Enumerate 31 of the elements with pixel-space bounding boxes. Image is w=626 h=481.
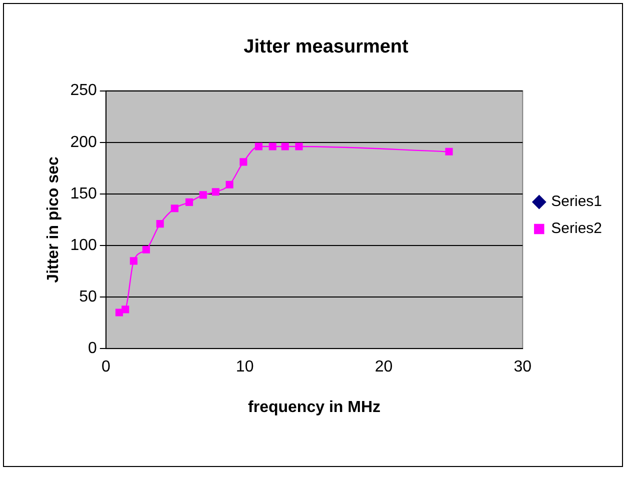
point <box>212 188 220 196</box>
point <box>240 158 248 166</box>
chart-title: Jitter measurment <box>244 36 410 58</box>
x-tick-label: 10 <box>236 358 254 376</box>
point <box>115 308 124 316</box>
point <box>295 142 303 150</box>
y-tick-label: 0 <box>88 340 97 358</box>
y-tick-label: 150 <box>70 185 97 202</box>
point <box>122 306 130 314</box>
point <box>445 148 453 156</box>
point <box>142 246 150 254</box>
point <box>130 257 138 265</box>
point <box>226 180 234 188</box>
legend-label: Series1 <box>551 193 602 210</box>
x-tick-label: 20 <box>374 358 393 376</box>
x-tick-label: 0 <box>101 358 110 376</box>
point <box>185 198 194 206</box>
point <box>170 204 178 212</box>
point <box>268 142 276 150</box>
point <box>254 142 262 150</box>
x-tick-label: 30 <box>514 358 532 376</box>
y-axis-title: Jitter in pico sec <box>45 156 62 283</box>
y-tick-label: 200 <box>70 134 97 151</box>
y-tick-label: 100 <box>70 236 97 254</box>
y-tick-label: 250 <box>70 82 97 100</box>
legend-label: Series2 <box>551 220 602 238</box>
point <box>156 220 164 228</box>
point <box>281 142 289 150</box>
y-tick-label: 50 <box>79 288 97 306</box>
x-axis-title: frequency in MHz <box>248 398 380 416</box>
point <box>199 191 207 199</box>
